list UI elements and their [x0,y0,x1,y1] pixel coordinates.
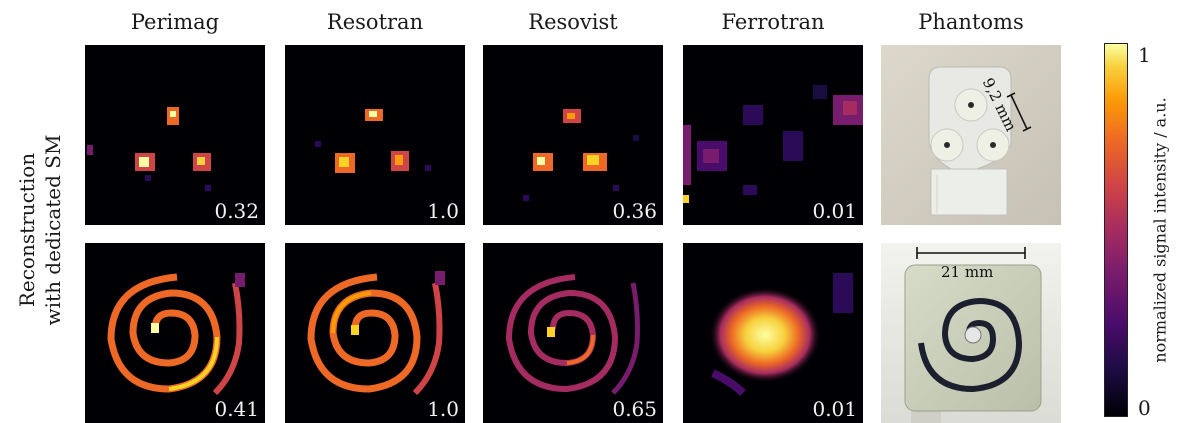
scaling-value: 1.0 [427,397,459,421]
scaling-value: 0.01 [812,199,857,223]
colorbar-tick-min: 0 [1138,396,1151,420]
heatmap-ferrotran-dots [683,45,863,225]
scaling-value: 0.01 [812,397,857,421]
reconstruction-ferrotran-dots: 0.01 [683,45,863,225]
scaling-value: 0.36 [612,199,657,223]
colorbar-label: normalized signal intensity / a.u. [1150,97,1170,363]
colorbar-tick-max: 1 [1138,43,1151,67]
heatmap-perimag-dots [85,45,265,225]
phantom-photo-spiral: 21 mm [881,243,1061,423]
scaling-value: 1.0 [427,199,459,223]
phantom-spiral-illustration [881,243,1061,423]
reconstruction-perimag-dots: 0.32 [85,45,265,225]
scaling-value: 0.32 [214,199,259,223]
reconstruction-resovist-dots: 0.36 [483,45,663,225]
scaling-value: 0.41 [214,397,259,421]
row-label-line-1: Reconstruction [15,152,39,307]
phantom-photo-dots: 9,2 mm [881,45,1061,225]
column-title-phantoms: Phantoms [918,10,1024,34]
heatmap-ferrotran-spiral [683,243,863,423]
reconstruction-perimag-spiral: 0.41 [85,243,265,423]
reconstruction-resovist-spiral: 0.65 [483,243,663,423]
column-title-resotran: Resotran [326,10,424,34]
reconstruction-resotran-spiral: 1.0 [285,243,465,423]
heatmap-resotran-spiral [285,243,465,423]
scaling-value: 0.65 [612,397,657,421]
row-label-text: Reconstruction with dedicated SM [14,134,66,325]
reconstruction-ferrotran-spiral: 0.01 [683,243,863,423]
heatmap-resovist-spiral [483,243,663,423]
heatmap-perimag-spiral [85,243,265,423]
reconstruction-resotran-dots: 1.0 [285,45,465,225]
row-label-line-2: with dedicated SM [41,134,65,325]
row-label: Reconstruction with dedicated SM [4,36,76,423]
column-title-perimag: Perimag [130,10,220,34]
heatmap-resovist-dots [483,45,663,225]
spiral-width-annotation: 21 mm [941,263,994,281]
column-title-ferrotran: Ferrotran [721,10,825,34]
phantom-dots-illustration [881,45,1061,225]
colorbar [1104,43,1128,417]
heatmap-resotran-dots [285,45,465,225]
column-title-resovist: Resovist [528,10,618,34]
